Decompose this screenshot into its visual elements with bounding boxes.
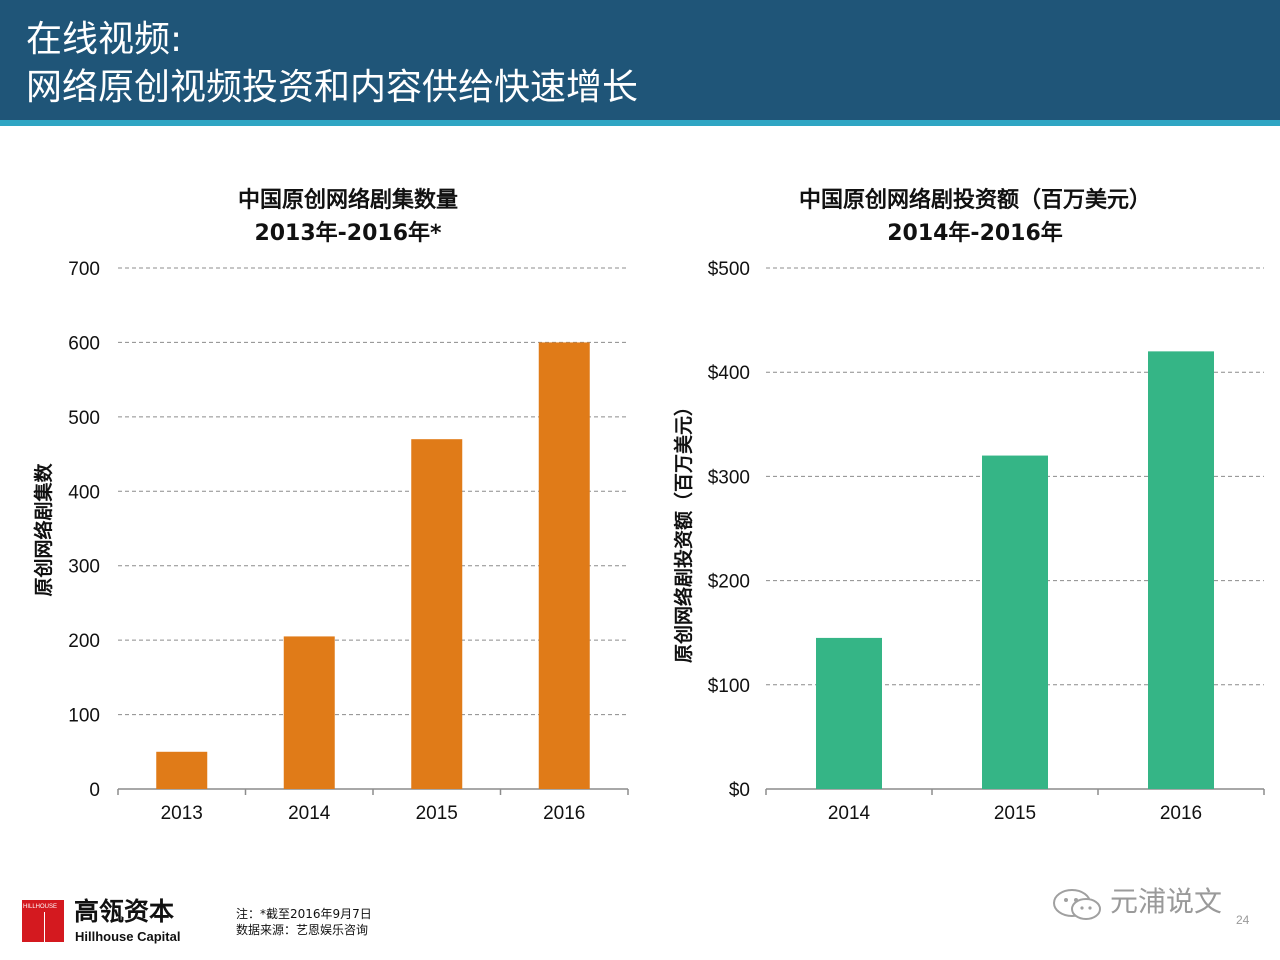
x-tick-label: 2015 — [416, 803, 458, 824]
page-title-line-2: 网络原创视频投资和内容供给快速增长 — [26, 67, 639, 108]
y-tick-label: $300 — [708, 467, 750, 488]
chart-2-investment-amount: $0 $100 $200 $300 $400 $500 2014 2015 2016 原创网络剧投… — [672, 259, 1265, 824]
chart-2-subtitle: 2014年-2016年 — [887, 221, 1063, 246]
x-tick-label: 2014 — [828, 803, 871, 824]
x-tick-label: 2016 — [1160, 803, 1202, 824]
x-tick-label: 2013 — [161, 803, 203, 824]
y-tick-label: $0 — [729, 780, 750, 801]
page-number: 24 — [1236, 913, 1250, 927]
y-tick-label: $500 — [708, 259, 750, 280]
y-tick-label: 300 — [68, 557, 100, 578]
chart-1-episode-count: 0 100 200 300 400 500 600 700 2013 2014 2015 2016 原创… — [32, 259, 629, 824]
chart-1-title: 中国原创网络剧集数量 — [237, 188, 458, 213]
hillhouse-logo-mini-text: HILLHOUSE — [23, 904, 58, 910]
wechat-icon — [1053, 889, 1101, 920]
y-tick-label: $100 — [708, 676, 750, 697]
bar — [411, 439, 463, 789]
footnote-source: 数据来源：艺恩娱乐咨询 — [236, 923, 369, 937]
footnote-date: 注：*截至2016年9月7日 — [236, 907, 372, 921]
y-axis-label: 原创网络剧投资额（百万美元） — [672, 397, 695, 663]
brand-name-en: Hillhouse Capital — [75, 929, 181, 944]
hillhouse-logo — [22, 900, 64, 942]
y-tick-label: 400 — [68, 482, 100, 503]
header-bar: 在线视频: 网络原创视频投资和内容供给快速增长 — [0, 0, 1280, 120]
y-tick-label: 0 — [89, 780, 100, 801]
y-tick-label: 200 — [68, 631, 100, 652]
x-tick-label: 2016 — [543, 803, 585, 824]
hillhouse-logo-divider — [44, 912, 45, 942]
y-tick-label: 500 — [68, 408, 100, 429]
y-tick-label: 700 — [68, 259, 100, 280]
y-tick-label: $400 — [708, 363, 750, 384]
y-axis-label: 原创网络剧集数 — [32, 463, 55, 597]
bar — [156, 751, 208, 789]
chart-2-title: 中国原创网络剧投资额（百万美元） — [798, 188, 1151, 213]
brand-name-cn: 高瓴资本 — [74, 897, 175, 926]
bar — [283, 636, 335, 789]
bar — [816, 637, 882, 789]
header-accent-stripe — [0, 120, 1280, 126]
bar — [1148, 351, 1214, 789]
page-title-line-1: 在线视频: — [26, 19, 183, 60]
bar — [538, 342, 590, 789]
x-tick-label: 2014 — [288, 803, 331, 824]
watermark-text: 元浦说文 — [1110, 885, 1223, 918]
y-tick-label: 100 — [68, 706, 100, 727]
x-tick-label: 2015 — [994, 803, 1036, 824]
y-tick-label: 600 — [68, 333, 100, 354]
bar — [982, 455, 1048, 789]
y-tick-label: $200 — [708, 572, 750, 593]
chart-1-subtitle: 2013年-2016年* — [254, 221, 442, 246]
